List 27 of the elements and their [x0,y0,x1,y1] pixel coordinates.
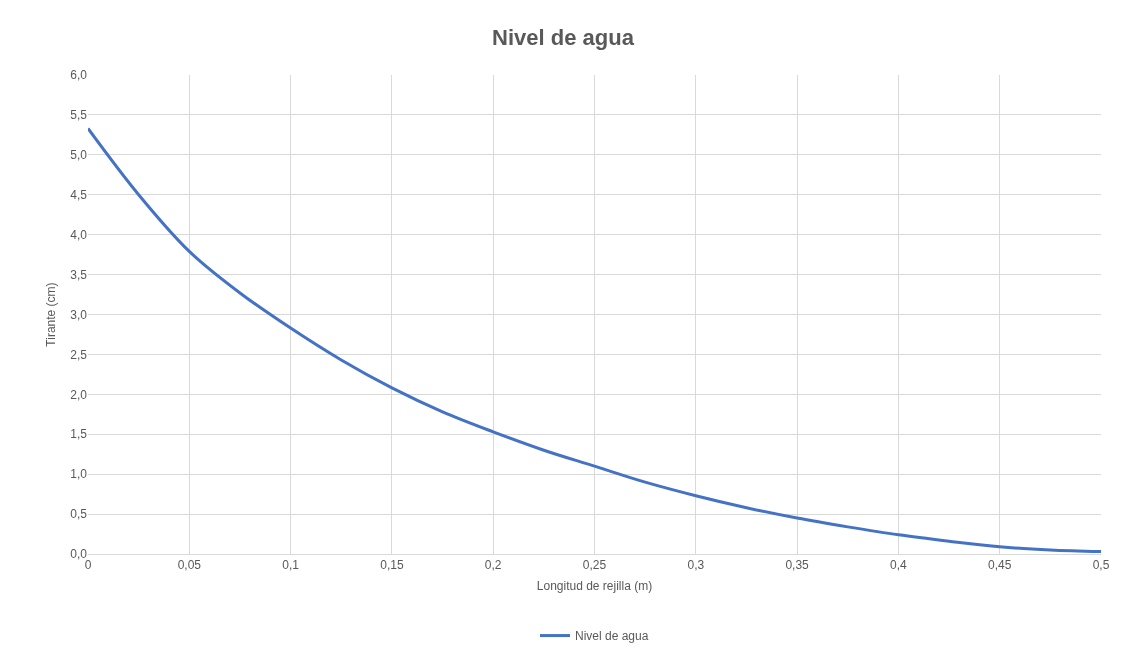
y-tick-label: 1,0 [70,467,88,482]
y-tick-label: 0,5 [70,507,88,522]
y-tick-label: 4,0 [70,227,88,242]
y-tick-label: 5,0 [70,148,88,163]
y-tick-label: 3,5 [70,267,88,282]
x-axis-title: Longitud de rejilla (m) [536,579,653,594]
x-tick-label: 0,2 [484,558,502,573]
x-tick-label: 0,5 [1092,558,1110,573]
x-tick-label: 0,4 [890,558,908,573]
y-tick-label: 4,5 [70,187,88,202]
x-tick-label: 0,3 [687,558,705,573]
line-series [88,126,1101,554]
chart-title: Nivel de agua [492,25,635,51]
legend-label: Nivel de agua [575,629,649,644]
y-tick-label: 2,0 [70,387,88,402]
x-tick-label: 0,45 [988,558,1012,573]
x-tick-label: 0,35 [785,558,810,573]
y-axis-title: Tirante (cm) [43,282,58,347]
x-tick-label: 0,25 [582,558,607,573]
y-tick-label: 1,5 [70,427,88,442]
x-tick-label: 0,05 [177,558,202,573]
y-tick-label: 3,0 [70,307,88,322]
y-tick-label: 5,5 [70,108,88,123]
y-tick-label: 2,5 [70,347,88,362]
x-tick-label: 0,15 [380,558,404,573]
x-tick-label: 0,1 [282,558,300,573]
y-tick-label: 6,0 [70,68,88,83]
